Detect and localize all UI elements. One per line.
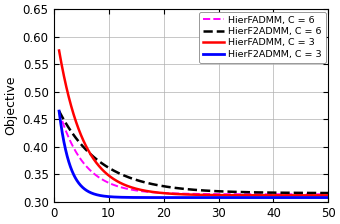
HierFADMM, C = 3 [272, 194, 276, 197]
HierF2ADMM, C = 6 [272, 191, 276, 194]
HierFADMM, C = 3 [326, 194, 330, 197]
HierF2ADMM, C = 3 [176, 196, 180, 199]
HierFADMM, C = 3 [166, 192, 170, 195]
Line: HierF2ADMM, C = 6: HierF2ADMM, C = 6 [59, 111, 328, 193]
HierFADMM, C = 6 [242, 193, 246, 196]
HierFADMM, C = 6 [57, 110, 61, 112]
HierF2ADMM, C = 6 [176, 187, 180, 190]
HierF2ADMM, C = 3 [272, 196, 276, 199]
HierF2ADMM, C = 6 [57, 110, 61, 112]
HierFADMM, C = 3 [176, 193, 180, 196]
Legend: HierFADMM, C = 6, HierF2ADMM, C = 6, HierFADMM, C = 3, HierF2ADMM, C = 3: HierFADMM, C = 6, HierF2ADMM, C = 6, Hie… [199, 12, 326, 63]
HierF2ADMM, C = 6 [242, 191, 246, 194]
HierFADMM, C = 3 [85, 146, 89, 149]
Y-axis label: Objective: Objective [4, 76, 17, 135]
HierF2ADMM, C = 6 [85, 149, 89, 152]
HierF2ADMM, C = 6 [267, 191, 271, 194]
HierFADMM, C = 6 [85, 165, 89, 168]
Line: HierF2ADMM, C = 3: HierF2ADMM, C = 3 [59, 111, 328, 198]
HierFADMM, C = 6 [326, 193, 330, 196]
HierF2ADMM, C = 3 [85, 189, 89, 192]
HierFADMM, C = 3 [57, 49, 61, 52]
HierF2ADMM, C = 3 [57, 110, 61, 112]
HierF2ADMM, C = 6 [166, 185, 170, 188]
HierFADMM, C = 3 [267, 194, 271, 197]
HierF2ADMM, C = 3 [326, 196, 330, 199]
HierF2ADMM, C = 3 [242, 196, 246, 199]
HierF2ADMM, C = 3 [267, 196, 271, 199]
HierF2ADMM, C = 3 [166, 196, 170, 199]
HierFADMM, C = 6 [272, 193, 276, 196]
HierF2ADMM, C = 6 [326, 192, 330, 194]
Line: HierFADMM, C = 6: HierFADMM, C = 6 [59, 111, 328, 194]
HierFADMM, C = 6 [267, 193, 271, 196]
HierFADMM, C = 3 [242, 194, 246, 197]
HierFADMM, C = 6 [166, 192, 170, 194]
HierFADMM, C = 6 [176, 192, 180, 195]
Line: HierFADMM, C = 3: HierFADMM, C = 3 [59, 50, 328, 195]
